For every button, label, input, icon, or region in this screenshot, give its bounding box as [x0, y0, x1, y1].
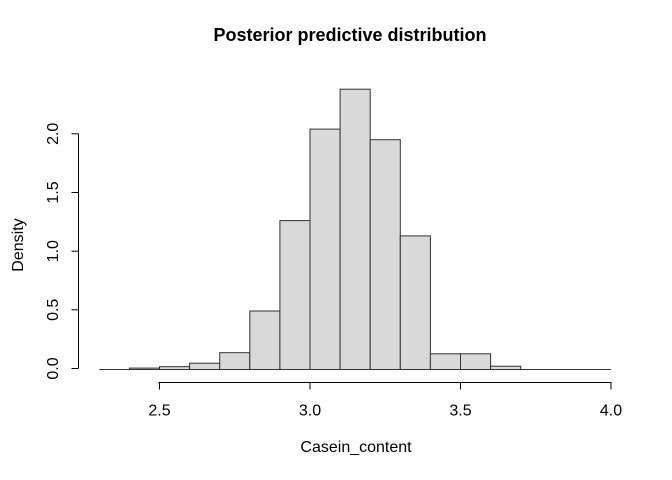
histogram-bar: [159, 366, 191, 371]
histogram-bar: [249, 310, 281, 370]
y-tick-label: 1.5: [45, 181, 62, 203]
histogram-bar: [128, 367, 160, 371]
histogram-bar: [189, 362, 221, 371]
y-tick-label: 0.5: [45, 299, 62, 321]
y-tick-label: 0.0: [45, 357, 62, 379]
histogram-bar: [490, 365, 522, 371]
histogram-bar: [309, 128, 341, 370]
x-axis-title: Casein_content: [300, 439, 412, 456]
x-tick-label: 3.5: [449, 403, 471, 420]
histogram-bar: [460, 353, 492, 370]
histogram-bar: [399, 235, 431, 370]
histogram-bar: [279, 220, 311, 370]
histogram-bar: [429, 353, 461, 370]
histogram-bar: [219, 352, 251, 371]
x-tick-label: 2.5: [148, 403, 170, 420]
histogram-bar: [369, 139, 401, 370]
y-tick-label: 2.0: [45, 123, 62, 145]
histogram-bar: [339, 88, 371, 370]
chart-title: Posterior predictive distribution: [213, 25, 487, 45]
y-tick-label: 1.0: [45, 240, 62, 262]
x-tick-label: 3.0: [299, 403, 321, 420]
x-tick-label: 4.0: [600, 403, 622, 420]
